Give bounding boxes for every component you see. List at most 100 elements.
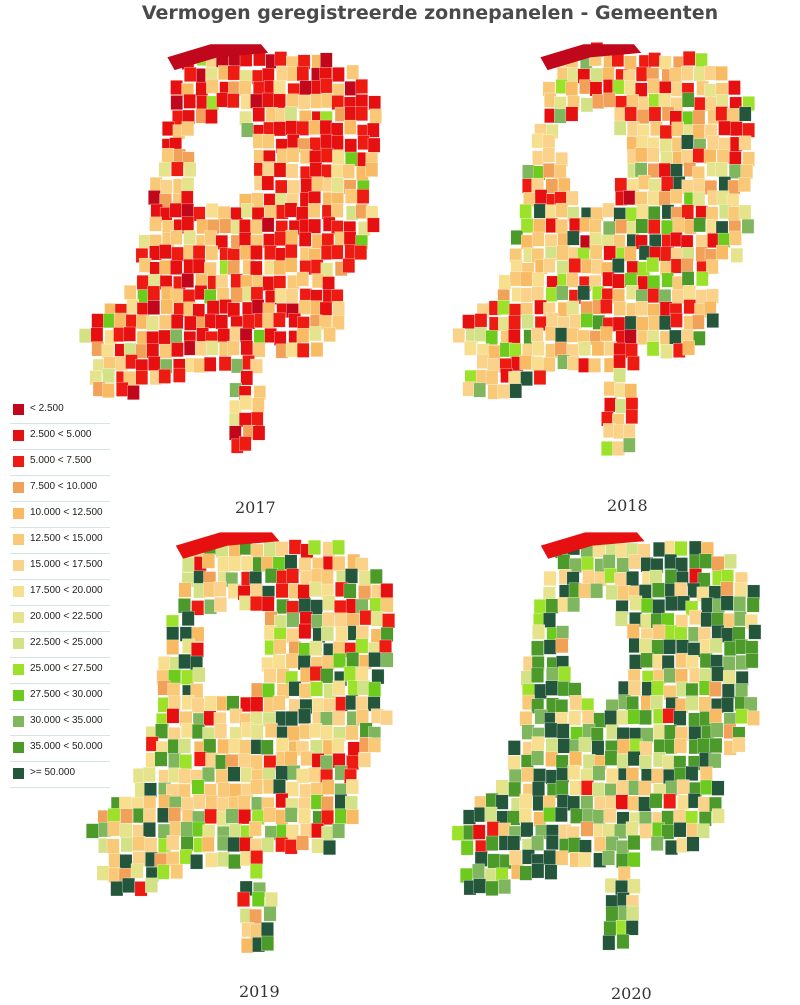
municipality (720, 595, 734, 611)
municipality (367, 137, 381, 153)
municipality (272, 654, 286, 670)
municipality (183, 162, 197, 177)
municipality (544, 233, 558, 249)
municipality (202, 553, 215, 569)
municipality (627, 795, 641, 811)
municipality (159, 244, 172, 260)
legend-swatch (13, 456, 24, 467)
municipality (720, 581, 734, 597)
legend-swatch (13, 612, 24, 623)
municipality (319, 119, 333, 135)
municipality (704, 65, 717, 81)
municipality (601, 441, 614, 456)
municipality (331, 177, 344, 193)
municipality (180, 821, 194, 837)
municipality (711, 556, 725, 572)
municipality (647, 78, 661, 94)
municipality (532, 341, 545, 356)
municipality (697, 738, 710, 754)
municipality (508, 315, 521, 330)
municipality (171, 246, 184, 262)
municipality (226, 695, 240, 711)
map-panel-2017 (45, 40, 405, 470)
municipality (652, 599, 666, 615)
municipality (239, 395, 252, 411)
municipality (261, 922, 274, 938)
municipality (284, 554, 298, 570)
municipality (160, 179, 173, 195)
municipality (566, 327, 580, 343)
municipality (250, 93, 263, 109)
municipality (168, 669, 181, 685)
municipality (276, 66, 289, 81)
year-label-2019: 2019 (239, 982, 280, 1001)
municipality (251, 891, 265, 907)
municipality (627, 852, 641, 868)
municipality (675, 668, 688, 684)
municipality (142, 767, 156, 783)
municipality (567, 355, 580, 371)
municipality (590, 583, 603, 599)
municipality (682, 51, 696, 66)
municipality (181, 177, 195, 192)
municipality (286, 612, 300, 628)
municipality (170, 230, 183, 245)
municipality (331, 244, 344, 260)
municipality (138, 257, 152, 273)
municipality (158, 368, 171, 384)
municipality (91, 313, 104, 329)
municipality (473, 878, 486, 894)
municipality (590, 727, 604, 743)
municipality (332, 539, 345, 555)
legend-swatch (13, 482, 24, 493)
municipality (264, 722, 278, 738)
municipality (320, 668, 334, 684)
municipality (263, 906, 277, 922)
municipality (261, 596, 275, 612)
municipality (628, 680, 641, 696)
municipality (355, 666, 369, 682)
municipality (671, 289, 685, 304)
legend-label: 35.000 < 50.000 (30, 741, 103, 752)
municipality (380, 597, 394, 613)
municipality (273, 275, 287, 291)
municipality (600, 299, 613, 314)
municipality (158, 656, 171, 672)
municipality (307, 203, 321, 218)
legend-swatch (13, 742, 24, 753)
municipality (380, 626, 394, 642)
municipality (463, 809, 476, 825)
municipality (740, 164, 754, 179)
municipality (508, 781, 522, 797)
municipality (227, 93, 240, 109)
municipality (604, 710, 618, 726)
legend-label: 25.000 < 27.500 (30, 663, 103, 674)
municipality (627, 878, 641, 894)
municipality (190, 854, 203, 870)
municipality (215, 314, 228, 330)
municipality (627, 835, 641, 851)
municipality (169, 202, 183, 218)
municipality (647, 190, 660, 206)
municipality (380, 652, 394, 668)
municipality (593, 836, 607, 852)
municipality (709, 638, 723, 654)
municipality (692, 124, 705, 140)
municipality (693, 217, 706, 233)
municipality (677, 794, 690, 810)
municipality (590, 206, 604, 222)
municipality (685, 765, 699, 781)
municipality (612, 258, 625, 273)
municipality (181, 669, 194, 685)
municipality (624, 246, 637, 262)
legend-label: 5.000 < 7.500 (30, 455, 92, 466)
municipality (603, 220, 616, 236)
municipality (624, 383, 637, 399)
legend-swatch (13, 534, 24, 545)
municipality (464, 340, 477, 356)
municipality (346, 755, 359, 771)
municipality (252, 107, 265, 122)
municipality (239, 219, 252, 234)
municipality (509, 342, 522, 358)
legend-label: 10.000 < 12.500 (30, 507, 103, 518)
